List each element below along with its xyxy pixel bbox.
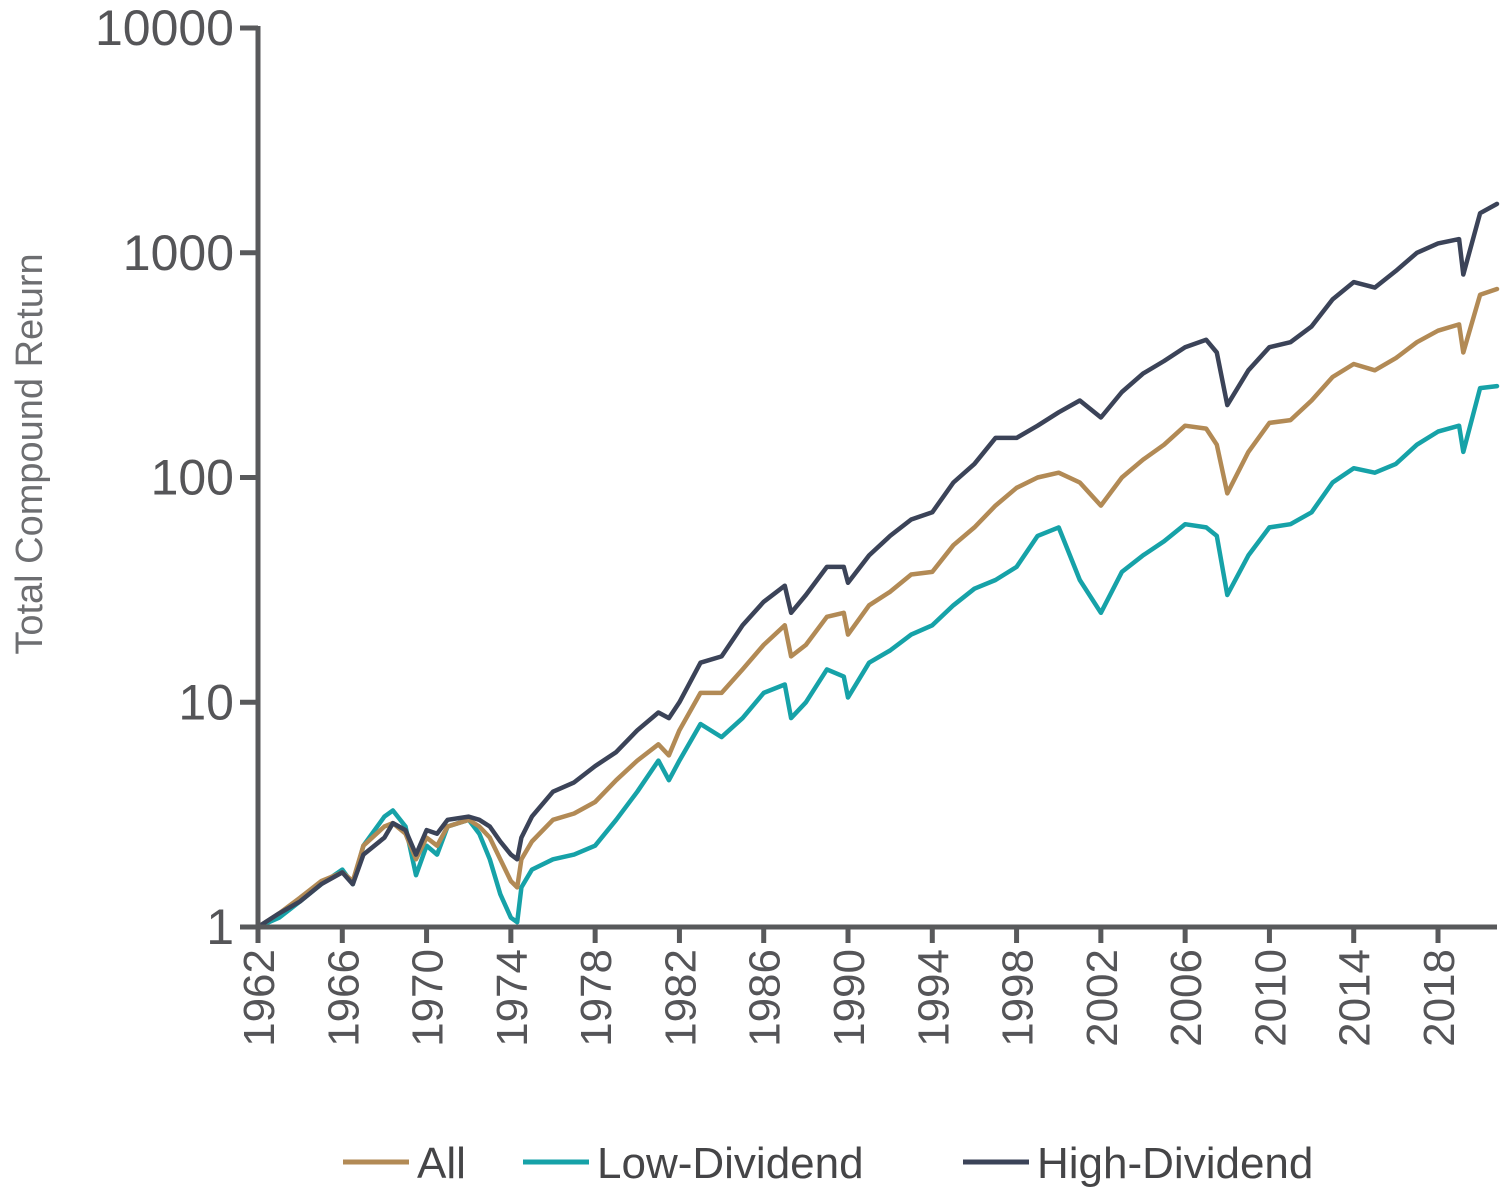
legend-item-low-dividend: Low-Dividend [523,1139,864,1188]
x-tick-label: 1982 [656,949,705,1047]
legend-item-high-dividend: High-Dividend [963,1139,1313,1188]
x-tick-label: 1994 [909,949,958,1047]
x-tick-label: 1970 [404,949,453,1047]
y-axis-title-group: Total Compound Return [9,253,51,654]
x-tick-label: 1986 [741,949,790,1047]
series-layer [255,201,1500,930]
x-tick-label: 1990 [825,949,874,1047]
series-line-high-dividend [255,201,1500,930]
x-tick-label: 1998 [994,949,1043,1047]
y-tick-label: 100 [151,450,234,506]
y-tick-label: 1000 [123,225,234,281]
x-tick-label: 2006 [1162,949,1211,1047]
x-tick-label: 1962 [235,949,284,1047]
axes-layer: 1 10 100 1000 10000 1962 1966 1970 1974 1978 1982 1… [95,0,1497,1047]
x-tick-label: 2002 [1078,949,1127,1047]
legend-label: Low-Dividend [597,1139,864,1188]
x-tick-label: 1974 [488,949,537,1047]
legend-label: High-Dividend [1037,1139,1313,1188]
x-tick-label: 2018 [1415,949,1464,1047]
x-tick-label: 1978 [572,949,621,1047]
x-tick-label: 2014 [1331,949,1380,1047]
x-tick-label: 2010 [1246,949,1295,1047]
legend: All Low-Dividend High-Dividend [343,1139,1313,1188]
y-axis-title: Total Compound Return [9,253,51,654]
series-line-all [255,286,1500,930]
x-tick-label: 1966 [319,949,368,1047]
legend-label: All [417,1139,466,1188]
legend-item-all: All [343,1139,466,1188]
y-tick-label: 10 [178,674,234,730]
series-line-low-dividend [255,383,1500,930]
y-tick-label: 1 [206,899,234,955]
y-tick-label: 10000 [95,0,234,56]
